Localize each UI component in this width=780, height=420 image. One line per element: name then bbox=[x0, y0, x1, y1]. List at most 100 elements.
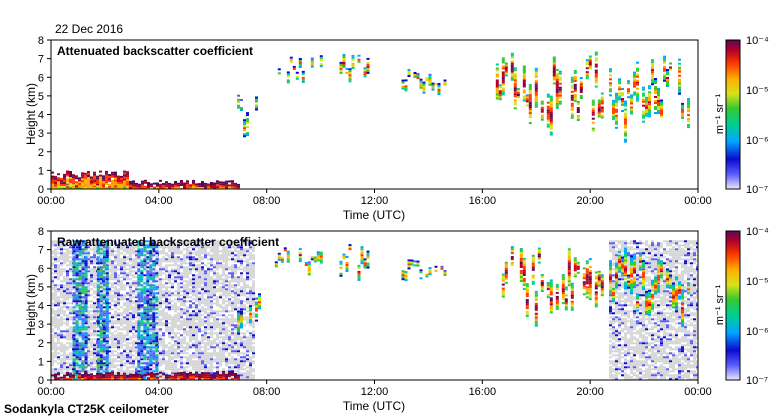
heatmap-cell bbox=[522, 89, 526, 92]
heatmap-cell bbox=[90, 258, 93, 261]
heatmap-cell bbox=[555, 96, 559, 99]
heatmap-cell bbox=[183, 330, 186, 333]
heatmap-cell bbox=[549, 105, 553, 108]
heatmap-cell bbox=[108, 364, 111, 367]
heatmap-cell bbox=[120, 358, 123, 361]
heatmap-cell bbox=[180, 312, 183, 315]
heatmap-cell bbox=[63, 254, 66, 257]
heatmap-cell bbox=[66, 184, 69, 187]
heatmap-cell bbox=[51, 175, 54, 178]
heatmap-cell bbox=[186, 186, 189, 189]
heatmap-cell bbox=[183, 186, 186, 189]
heatmap-cell bbox=[120, 268, 123, 271]
heatmap-cell bbox=[240, 346, 243, 349]
heatmap-cell bbox=[63, 177, 66, 180]
heatmap-cell bbox=[162, 378, 165, 380]
heatmap-cell bbox=[57, 181, 60, 184]
heatmap-cell bbox=[501, 93, 505, 96]
heatmap-cell bbox=[180, 278, 183, 281]
heatmap-cell bbox=[159, 300, 162, 303]
heatmap-cell bbox=[87, 185, 90, 187]
heatmap-cell bbox=[243, 334, 246, 337]
heatmap-cell bbox=[93, 177, 96, 180]
heatmap-cell bbox=[528, 88, 532, 91]
heatmap-cell bbox=[66, 288, 69, 291]
heatmap-cell bbox=[192, 286, 195, 289]
heatmap-cell bbox=[114, 360, 117, 363]
x-tick-label: 00:00 bbox=[37, 195, 65, 207]
heatmap-cell bbox=[216, 296, 219, 299]
heatmap-cell bbox=[198, 266, 201, 269]
heatmap-cell bbox=[255, 96, 258, 99]
heatmap-cell bbox=[570, 104, 574, 107]
heatmap-cell bbox=[69, 326, 72, 329]
heatmap-cell bbox=[210, 346, 213, 349]
heatmap-cell bbox=[219, 354, 222, 357]
heatmap-cell bbox=[249, 252, 252, 255]
heatmap-cell bbox=[114, 342, 117, 345]
heatmap-cell bbox=[195, 330, 198, 333]
heatmap-cell bbox=[234, 326, 237, 329]
heatmap-cell bbox=[108, 354, 111, 357]
heatmap-cell bbox=[654, 88, 657, 90]
heatmap-cell bbox=[66, 292, 69, 295]
heatmap-cell bbox=[210, 310, 213, 313]
heatmap-cell bbox=[108, 336, 111, 339]
heatmap-cell bbox=[87, 332, 90, 335]
heatmap-cell bbox=[513, 103, 517, 106]
heatmap-cell bbox=[177, 308, 180, 311]
heatmap-cell bbox=[419, 80, 423, 83]
heatmap-cell bbox=[192, 248, 195, 251]
heatmap-cell bbox=[615, 246, 618, 249]
heatmap-cell bbox=[555, 76, 559, 79]
heatmap-cell bbox=[177, 306, 180, 309]
heatmap-cell bbox=[363, 75, 367, 78]
heatmap-cell bbox=[687, 114, 690, 117]
heatmap-cell bbox=[120, 370, 123, 373]
heatmap-cell bbox=[240, 378, 243, 380]
heatmap-cell bbox=[183, 184, 186, 187]
heatmap-cell bbox=[117, 320, 120, 323]
heatmap-cell bbox=[207, 360, 210, 363]
heatmap-cell bbox=[168, 318, 171, 321]
heatmap-cell bbox=[609, 360, 612, 363]
heatmap-cell bbox=[669, 66, 672, 69]
heatmap-cell bbox=[192, 320, 195, 323]
heatmap-cell bbox=[246, 132, 249, 135]
heatmap-cell bbox=[240, 372, 243, 375]
heatmap-cell bbox=[174, 314, 177, 317]
heatmap-cell bbox=[108, 258, 111, 261]
heatmap-cell bbox=[591, 103, 595, 106]
heatmap-cell bbox=[222, 354, 225, 357]
heatmap-cell bbox=[216, 318, 219, 321]
heatmap-cell bbox=[234, 258, 237, 261]
heatmap-cell bbox=[642, 114, 645, 117]
heatmap-cell bbox=[216, 358, 219, 361]
heatmap-cell bbox=[219, 332, 222, 335]
heatmap-cell bbox=[207, 268, 210, 271]
heatmap-cell bbox=[663, 55, 666, 58]
heatmap-cell bbox=[219, 181, 222, 184]
heatmap-cell bbox=[195, 240, 198, 243]
heatmap-cell bbox=[147, 358, 150, 361]
heatmap-cell bbox=[54, 302, 57, 305]
heatmap-cell bbox=[90, 344, 93, 347]
heatmap-cell bbox=[195, 370, 198, 373]
heatmap-cell bbox=[549, 101, 553, 104]
heatmap-cell bbox=[501, 87, 505, 90]
heatmap-cell bbox=[162, 260, 165, 263]
heatmap-cell bbox=[612, 330, 615, 333]
heatmap-cell bbox=[177, 342, 180, 345]
heatmap-cell bbox=[123, 348, 126, 351]
heatmap-cell bbox=[54, 354, 57, 357]
heatmap-cell bbox=[183, 370, 186, 373]
heatmap-cell bbox=[135, 336, 138, 339]
heatmap-cell bbox=[549, 119, 553, 122]
heatmap-cell bbox=[240, 366, 243, 369]
heatmap-cell bbox=[609, 368, 612, 371]
heatmap-cell bbox=[501, 61, 505, 64]
heatmap-cell bbox=[111, 294, 114, 297]
heatmap-cell bbox=[216, 258, 219, 261]
heatmap-cell bbox=[93, 328, 96, 331]
heatmap-cell bbox=[243, 129, 246, 132]
